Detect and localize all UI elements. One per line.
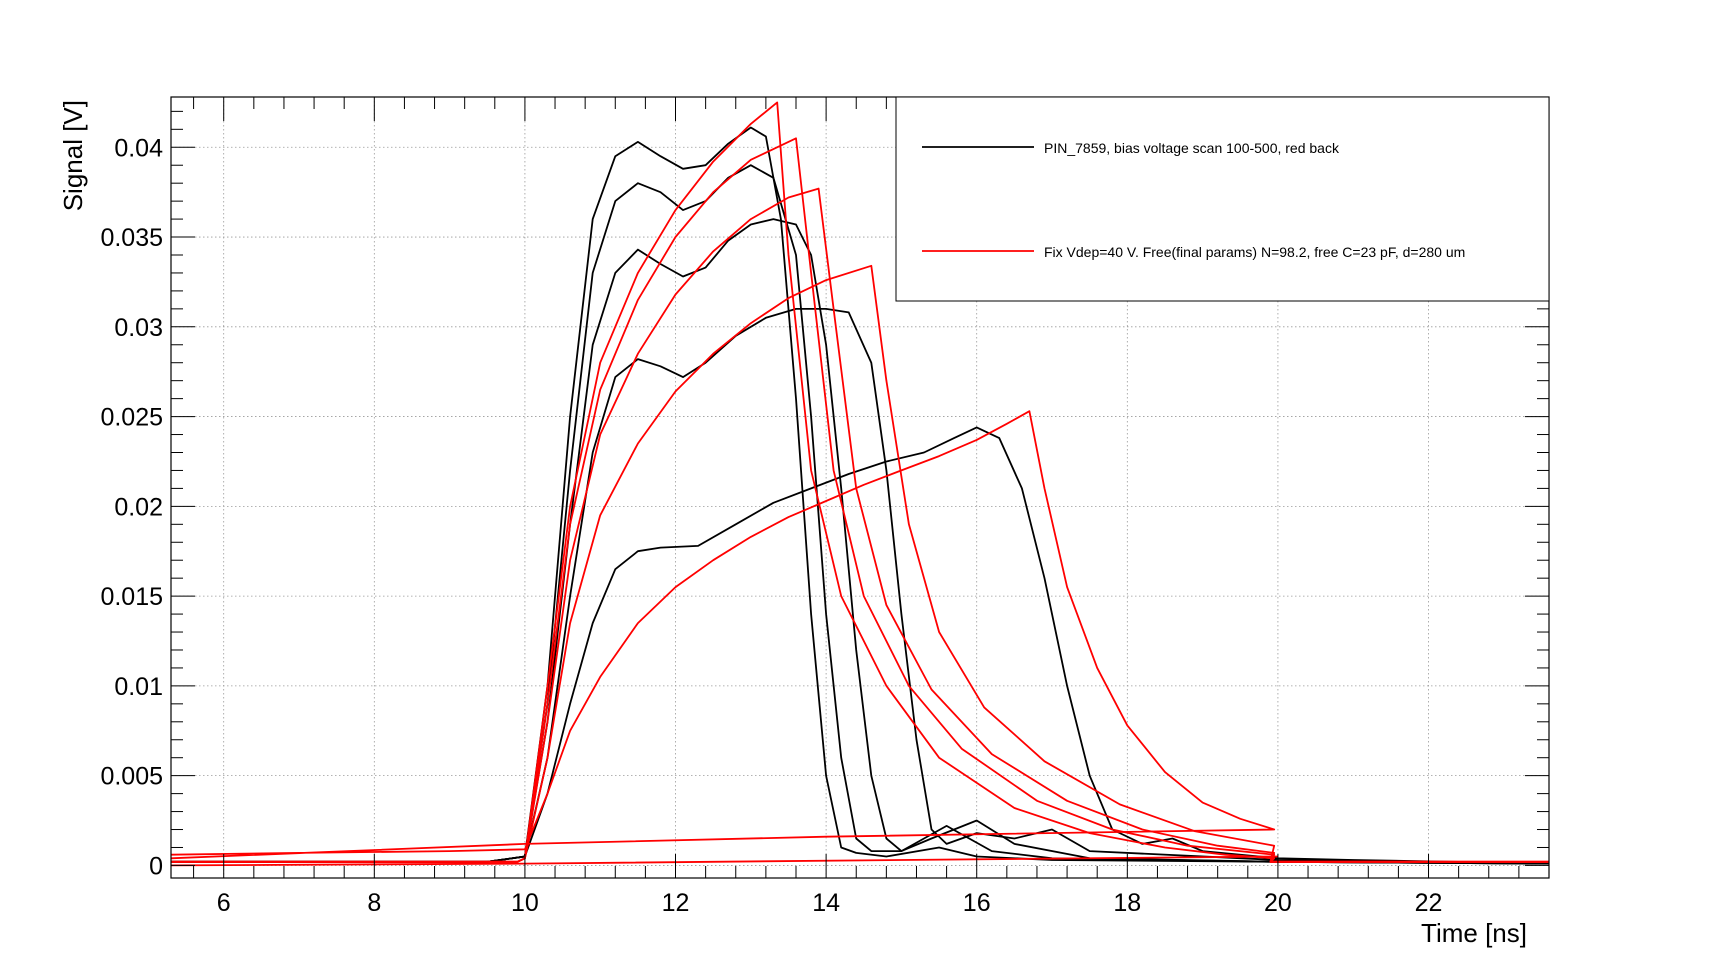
series-layer bbox=[170, 101, 1550, 867]
y-tick-label: 0.005 bbox=[100, 763, 163, 791]
series-line-fit bbox=[171, 137, 1549, 863]
series-line-fit bbox=[171, 187, 1549, 863]
x-tick-label: 6 bbox=[217, 889, 231, 917]
x-tick-label: 14 bbox=[812, 889, 840, 917]
x-tick-label: 8 bbox=[367, 889, 381, 917]
x-tick-labels: 6 8 10 12 14 16 18 20 22 bbox=[217, 889, 1443, 917]
x-tick-label: 10 bbox=[511, 889, 539, 917]
y-tick-label: 0 bbox=[149, 852, 163, 880]
series-line-fit bbox=[171, 264, 1549, 863]
y-tick-labels: 0 0.005 0.01 0.015 0.02 0.025 0.03 0.035 0.04 bbox=[100, 134, 163, 880]
legend-label-measured: PIN_7859, bias voltage scan 100-500, red… bbox=[1044, 140, 1340, 156]
x-tick-label: 22 bbox=[1415, 889, 1443, 917]
plot-frame bbox=[170, 96, 1550, 879]
x-tick-label: 12 bbox=[662, 889, 690, 917]
x-tick-label: 16 bbox=[963, 889, 991, 917]
y-axis-label: Signal [V] bbox=[58, 100, 88, 211]
x-tick-label: 18 bbox=[1113, 889, 1141, 917]
legend: PIN_7859, bias voltage scan 100-500, red… bbox=[895, 96, 1550, 302]
series-line-fit bbox=[170, 410, 1276, 860]
y-tick-label: 0.02 bbox=[114, 493, 163, 521]
legend-label-fit: Fix Vdep=40 V. Free(final params) N=98.2… bbox=[1044, 244, 1465, 260]
series-line-measured bbox=[171, 218, 1550, 865]
series-line-measured bbox=[171, 164, 1550, 865]
y-tick-label: 0.04 bbox=[114, 134, 163, 162]
series-line-measured bbox=[171, 308, 1550, 865]
series-line-fit bbox=[171, 101, 1549, 863]
legend-box bbox=[895, 96, 1550, 302]
x-tick-label: 20 bbox=[1264, 889, 1292, 917]
series-line-fit bbox=[170, 855, 1278, 867]
y-tick-label: 0.025 bbox=[100, 404, 163, 432]
series-line-measured bbox=[171, 126, 1550, 865]
y-tick-label: 0.015 bbox=[100, 583, 163, 611]
y-tick-label: 0.03 bbox=[114, 314, 163, 342]
x-axis-label: Time [ns] bbox=[1421, 918, 1527, 948]
series-line-measured bbox=[171, 426, 1550, 865]
y-tick-label: 0.035 bbox=[100, 224, 163, 252]
y-tick-label: 0.01 bbox=[114, 673, 163, 701]
